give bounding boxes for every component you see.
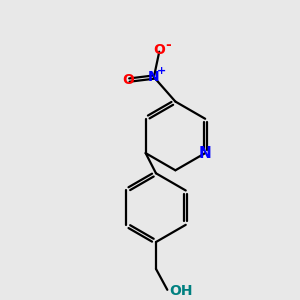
- Text: N: N: [148, 70, 160, 84]
- Text: -: -: [165, 38, 170, 52]
- Text: O: O: [122, 73, 134, 87]
- Text: OH: OH: [169, 284, 192, 298]
- Text: O: O: [153, 43, 165, 57]
- Text: N: N: [199, 146, 211, 160]
- Text: +: +: [157, 65, 166, 76]
